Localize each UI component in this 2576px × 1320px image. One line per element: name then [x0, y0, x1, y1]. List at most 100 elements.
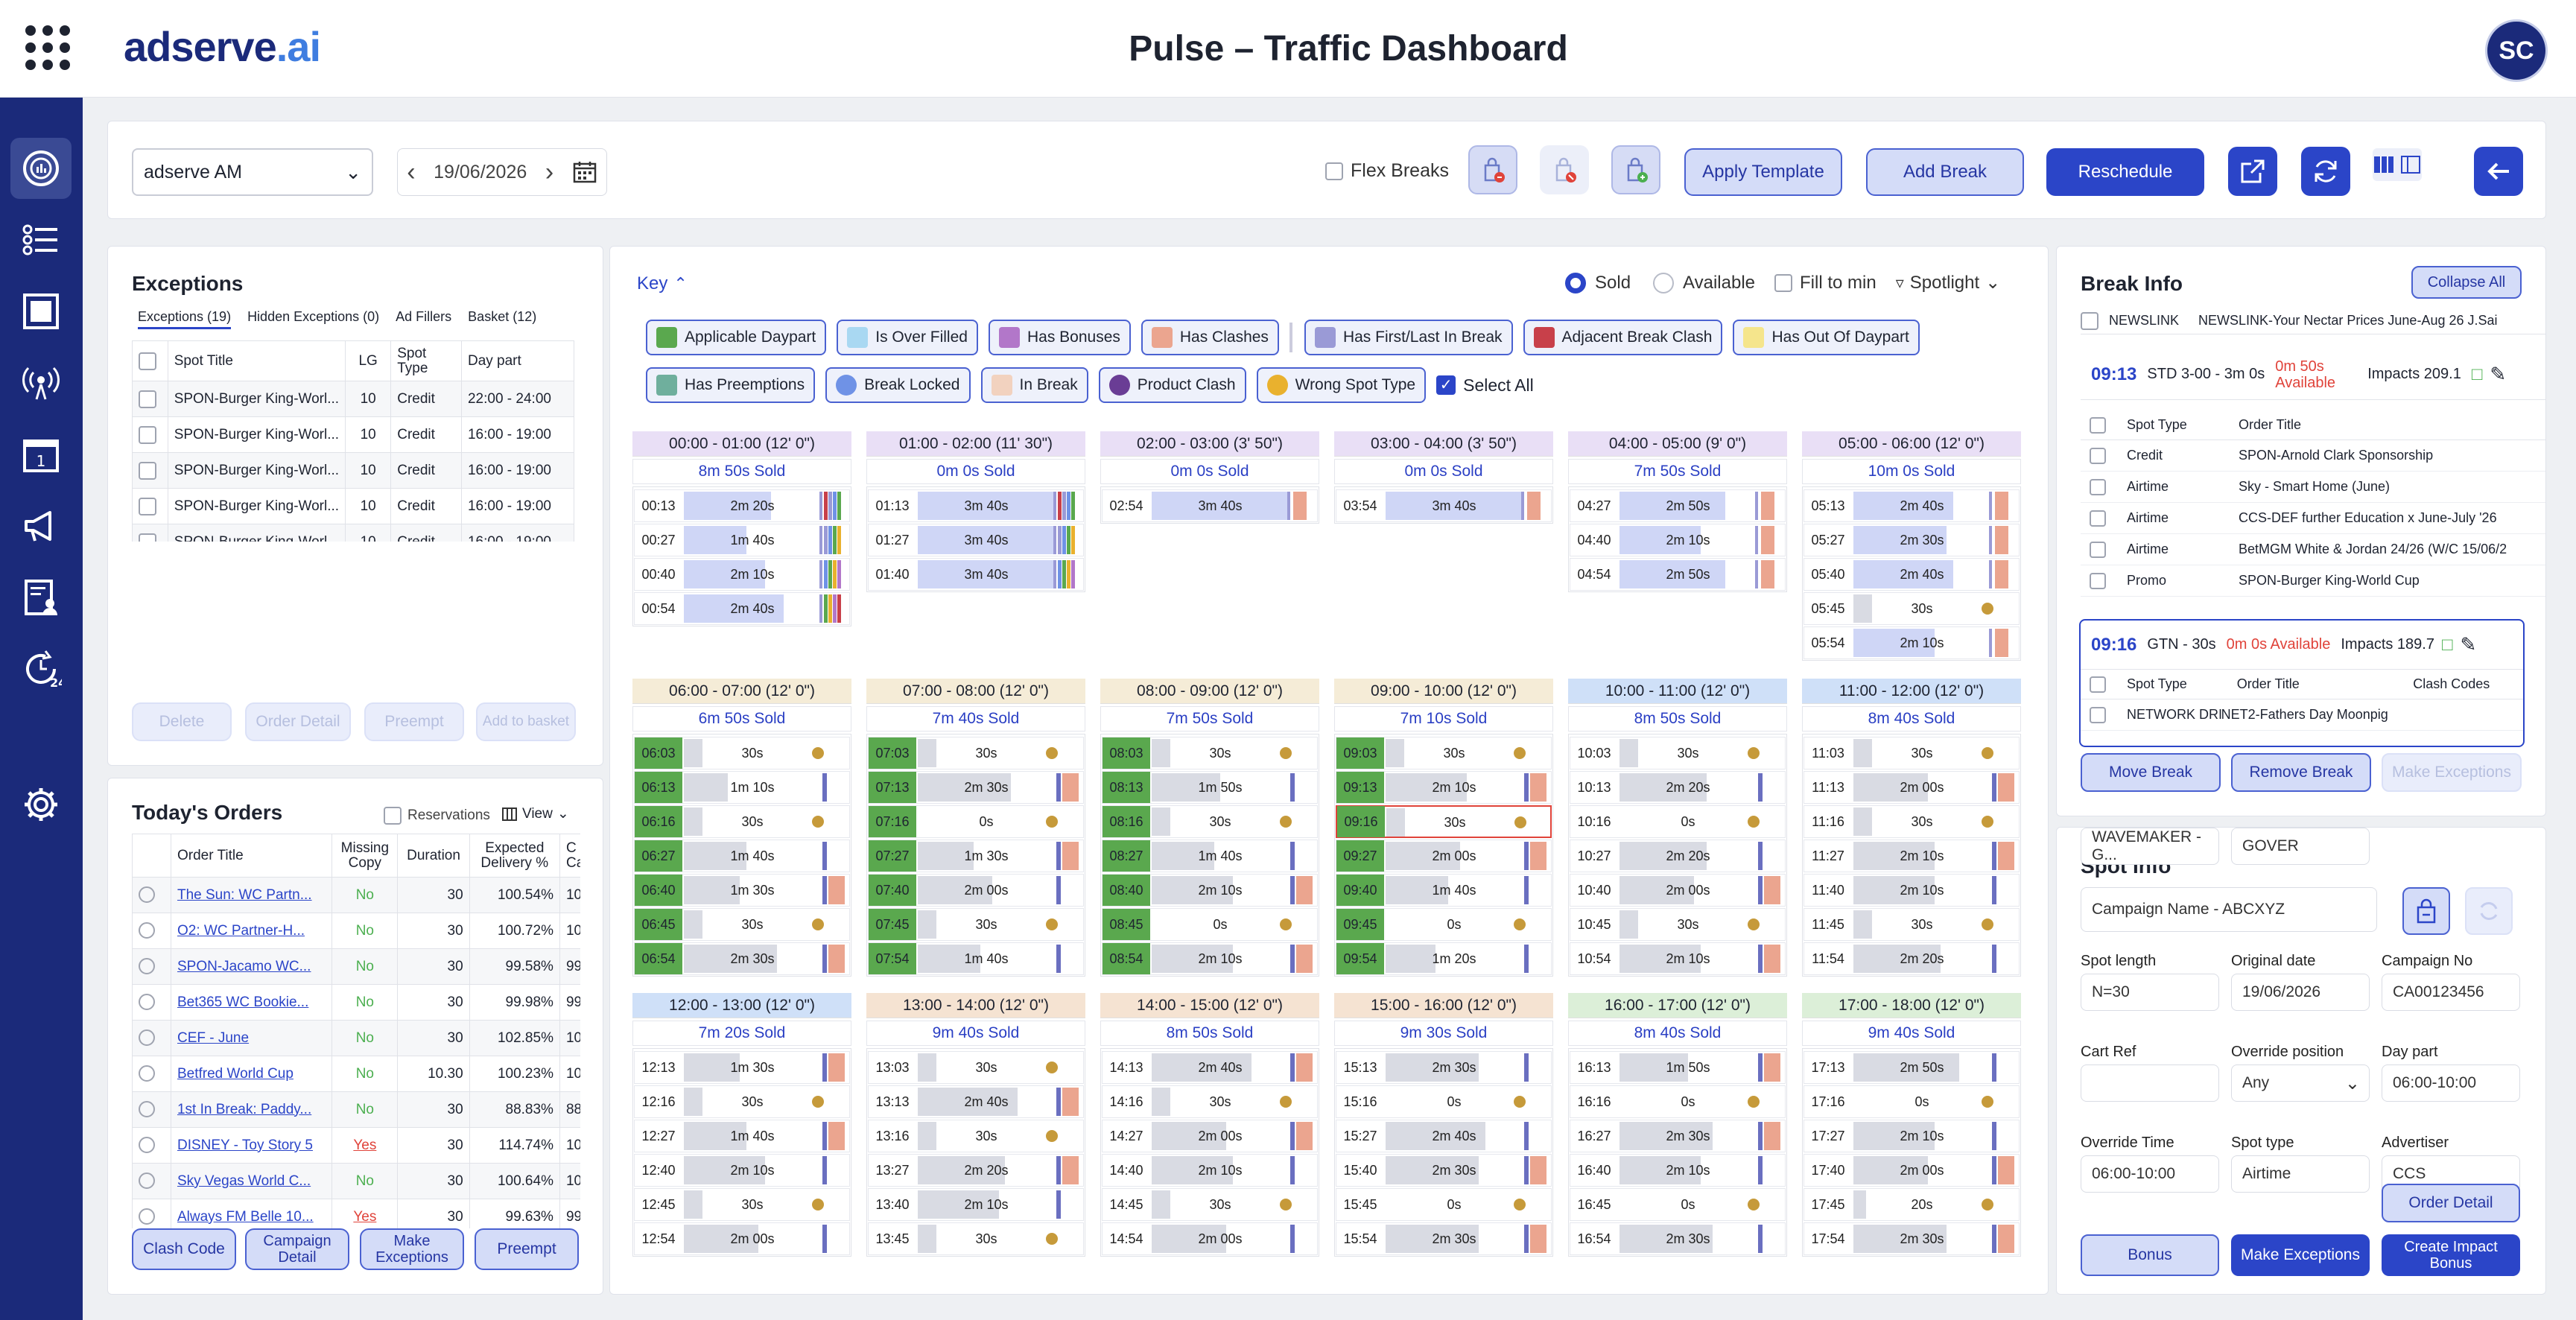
field-value[interactable]: GOVER: [2231, 828, 2370, 865]
order-detail-button[interactable]: Order Detail: [2382, 1184, 2520, 1222]
make-exceptions-button[interactable]: Make Exceptions: [360, 1228, 464, 1270]
nav-list[interactable]: [10, 209, 72, 270]
view-menu[interactable]: View ⌄: [501, 805, 569, 822]
table-row[interactable]: NETWORK DRIVENET2-Fathers Day Moonpig: [2081, 699, 2523, 731]
break-row[interactable]: 13:03 30s: [868, 1051, 1084, 1084]
break-row[interactable]: 06:54 2m 30s: [634, 942, 850, 975]
table-row[interactable]: Airtime BetMGM White & Jordan 24/26 (W/C …: [2081, 534, 2545, 565]
select-all-checkbox[interactable]: [2090, 676, 2106, 693]
table-row[interactable]: SPON-Burger King-Worl... 10 Credit 16:00 - …: [132, 524, 575, 542]
key-chip[interactable]: Wrong Spot Type: [1256, 367, 1427, 403]
tab-basket[interactable]: Basket (12): [468, 309, 537, 324]
break-row[interactable]: 13:27 2m 20s: [868, 1154, 1084, 1187]
hour-sold[interactable]: 8m 50s Sold: [1100, 1021, 1319, 1046]
break-row[interactable]: 07:45 30s: [868, 908, 1084, 941]
break-row[interactable]: 16:40 2m 10s: [1570, 1154, 1786, 1187]
make-exceptions-button[interactable]: Make Exceptions: [2382, 753, 2522, 792]
clear-break-button[interactable]: [1540, 145, 1589, 194]
nav-window[interactable]: [10, 281, 72, 342]
break-row[interactable]: 12:54 2m 00s: [634, 1222, 850, 1255]
row-radio[interactable]: [139, 1208, 155, 1225]
key-chip[interactable]: Product Clash: [1098, 367, 1246, 403]
nav-calendar[interactable]: 1: [10, 424, 72, 485]
order-title[interactable]: Betfred World Cup: [170, 1056, 333, 1092]
table-row[interactable]: 1st In Break: Paddy... No 30 88.83% 88: [132, 1091, 580, 1128]
add-break-button[interactable]: Add Break: [1866, 148, 2024, 196]
hour-sold[interactable]: 8m 40s Sold: [1568, 1021, 1787, 1046]
break-row[interactable]: 17:13 2m 50s: [1803, 1051, 2020, 1084]
break-row[interactable]: 00:54 2m 40s: [634, 592, 850, 625]
hour-sold[interactable]: 8m 50s Sold: [1568, 706, 1787, 732]
columns-view-icon[interactable]: [2373, 153, 2395, 176]
break-row[interactable]: 08:16 30s: [1102, 805, 1318, 838]
break-row[interactable]: 16:45 0s: [1570, 1188, 1786, 1221]
break-row[interactable]: 04:40 2m 10s: [1570, 524, 1786, 556]
field-value[interactable]: Any ⌄: [2231, 1064, 2370, 1102]
break-row[interactable]: 10:27 2m 20s: [1570, 840, 1786, 872]
break-row[interactable]: 13:45 30s: [868, 1222, 1084, 1255]
hour-sold[interactable]: 8m 50s Sold: [632, 459, 851, 484]
nav-24h[interactable]: 24: [10, 638, 72, 699]
break-row[interactable]: 10:45 30s: [1570, 908, 1786, 941]
break-row[interactable]: 07:54 1m 40s: [868, 942, 1084, 975]
row-radio[interactable]: [139, 922, 155, 939]
hour-sold[interactable]: 9m 40s Sold: [866, 1021, 1085, 1046]
break-0913-header[interactable]: 09:13 STD 3-00 - 3m 0s 0m 50s Available …: [2081, 349, 2545, 400]
flex-breaks-checkbox[interactable]: [1325, 162, 1343, 180]
move-break-button[interactable]: Move Break: [2081, 753, 2221, 792]
tab-ad-fillers[interactable]: Ad Fillers: [396, 309, 452, 324]
break-row[interactable]: 16:54 2m 30s: [1570, 1222, 1786, 1255]
table-row[interactable]: SPON-Burger King-Worl... 10 Credit 16:00 - …: [132, 452, 575, 489]
break-0916-header[interactable]: 09:16 GTN - 30s 0m 0s Available Impacts …: [2081, 621, 2523, 670]
preempt-button[interactable]: Preempt: [364, 702, 464, 741]
break-row[interactable]: 11:13 2m 00s: [1803, 771, 2020, 804]
break-row[interactable]: 13:16 30s: [868, 1120, 1084, 1152]
table-row[interactable]: SPON-Jacamo WC... No 30 99.58% 99: [132, 948, 580, 985]
filter-icon[interactable]: ▿: [1895, 273, 1904, 292]
table-row[interactable]: Bet365 WC Bookie... No 30 99.98% 99: [132, 984, 580, 1021]
avatar[interactable]: SC: [2485, 19, 2548, 82]
make-exceptions-button[interactable]: Make Exceptions: [2231, 1234, 2370, 1276]
row-checkbox[interactable]: [2090, 478, 2106, 495]
refresh-button[interactable]: [2301, 147, 2350, 196]
break-row[interactable]: 00:40 2m 10s: [634, 558, 850, 591]
break-row[interactable]: 17:16 0s: [1803, 1085, 2020, 1118]
break-row[interactable]: 11:27 2m 10s: [1803, 840, 2020, 872]
break-row[interactable]: 10:03 30s: [1570, 737, 1786, 770]
delete-button[interactable]: Delete: [132, 702, 232, 741]
break-row[interactable]: 16:27 2m 30s: [1570, 1120, 1786, 1152]
orders-preempt-button[interactable]: Preempt: [475, 1228, 579, 1270]
break-row[interactable]: 09:27 2m 00s: [1336, 840, 1552, 872]
add-spot-button[interactable]: [1611, 145, 1660, 194]
spot-refresh-button[interactable]: [2465, 887, 2513, 935]
hour-sold[interactable]: 7m 20s Sold: [632, 1021, 851, 1046]
break-row[interactable]: 04:54 2m 50s: [1570, 558, 1786, 591]
app-grid-icon[interactable]: [25, 25, 70, 70]
available-radio[interactable]: [1653, 272, 1675, 293]
break-row[interactable]: 01:13 3m 40s: [868, 489, 1084, 522]
edit-icon[interactable]: ✎: [2460, 633, 2477, 656]
break-row[interactable]: 12:16 30s: [634, 1085, 850, 1118]
break-row[interactable]: 16:16 0s: [1570, 1085, 1786, 1118]
break-row[interactable]: 08:03 30s: [1102, 737, 1318, 770]
break-row[interactable]: 05:40 2m 40s: [1803, 558, 2020, 591]
break-row[interactable]: 13:40 2m 10s: [868, 1188, 1084, 1221]
break-row[interactable]: 09:16 30s: [1336, 805, 1552, 838]
order-title[interactable]: Sky Vegas World C...: [170, 1163, 333, 1199]
break-row[interactable]: 14:40 2m 10s: [1102, 1154, 1318, 1187]
row-checkbox[interactable]: [139, 533, 156, 542]
key-chip[interactable]: Is Over Filled: [837, 320, 978, 355]
break-row[interactable]: 11:54 2m 20s: [1803, 942, 2020, 975]
station-select[interactable]: adserve AM ⌄: [132, 148, 373, 196]
row-radio[interactable]: [139, 1065, 155, 1082]
hour-sold[interactable]: 7m 40s Sold: [866, 706, 1085, 732]
row-radio[interactable]: [139, 886, 155, 904]
hour-sold[interactable]: 9m 30s Sold: [1334, 1021, 1553, 1046]
break-row[interactable]: 08:45 0s: [1102, 908, 1318, 941]
break-row[interactable]: 12:27 1m 40s: [634, 1120, 850, 1152]
row-checkbox[interactable]: [139, 425, 156, 444]
sidebar-view-icon[interactable]: [2399, 153, 2422, 176]
open-external-button[interactable]: [2228, 147, 2277, 196]
